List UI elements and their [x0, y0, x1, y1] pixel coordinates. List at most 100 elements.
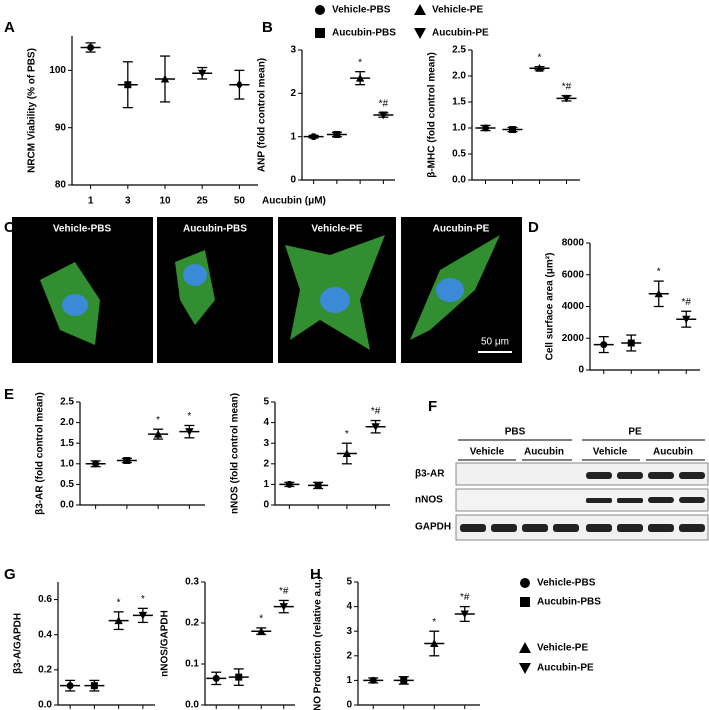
y-tick-label: 8000	[562, 238, 585, 249]
band	[679, 472, 705, 479]
annotation: *#	[682, 297, 692, 308]
panel-letter: H	[310, 566, 321, 583]
y-tick-label: 4	[346, 601, 352, 612]
marker	[90, 682, 98, 690]
y-axis-label: NRCM Viability (% of PBS)	[27, 48, 38, 173]
marker	[519, 663, 531, 674]
panel-letter: E	[4, 386, 14, 403]
y-tick-label: 0	[578, 365, 584, 376]
y-tick-label: 0.0	[185, 700, 199, 710]
band-label: nNOS	[415, 495, 443, 506]
y-tick-label: 1.5	[60, 438, 74, 449]
marker	[257, 627, 266, 635]
marker	[310, 133, 318, 141]
y-tick-label: 2	[346, 650, 352, 661]
blot-treatment: Aucubin	[524, 447, 564, 458]
y-tick-label: 90	[55, 122, 67, 133]
blot-group: PBS	[505, 427, 526, 438]
band	[586, 524, 612, 532]
band	[522, 524, 548, 532]
legend-label: Vehicle-PE	[537, 643, 588, 654]
y-tick-label: 2.0	[452, 71, 466, 82]
panel-letter: A	[4, 19, 15, 36]
marker	[682, 315, 691, 324]
panel-letter: B	[262, 19, 273, 36]
image-label: Vehicle-PBS	[53, 224, 112, 235]
nucleus	[183, 264, 207, 286]
x-tick-label: 25	[197, 196, 209, 207]
marker	[92, 460, 100, 468]
y-tick-label: 2.0	[60, 417, 74, 428]
legend-label: Vehicle-PE	[432, 5, 483, 16]
marker	[600, 341, 608, 349]
marker	[235, 673, 243, 681]
y-tick-label: 0	[263, 500, 269, 511]
blot-strip	[455, 488, 709, 512]
y-tick-label: 2	[263, 458, 269, 469]
micrographs: Vehicle-PBS Aucubin-PBS Vehicle-PE Aucub…	[12, 217, 522, 363]
band	[648, 497, 674, 503]
y-tick-label: 100	[49, 65, 66, 76]
annotation: *	[432, 617, 436, 628]
legend-label: Aucubin-PBS	[332, 28, 396, 39]
marker	[520, 578, 530, 588]
y-tick-label: 2.5	[452, 45, 466, 56]
marker	[285, 480, 293, 488]
marker	[160, 74, 170, 83]
nucleus	[320, 287, 350, 313]
marker	[355, 73, 365, 82]
y-tick-label: 2	[290, 88, 296, 99]
annotation: *	[187, 411, 191, 422]
y-tick-label: 1.0	[60, 458, 74, 469]
annotation: *#	[379, 98, 389, 109]
annotation: *#	[279, 586, 289, 597]
blot-strip	[455, 462, 709, 486]
y-tick-label: 0	[290, 175, 296, 186]
band	[491, 524, 517, 532]
panel-letter: D	[528, 219, 539, 236]
western-blot: PBS PE Vehicle Aucubin Vehicle Aucubin	[415, 427, 709, 541]
y-axis-label: β-MHC (fold control mean)	[427, 52, 438, 178]
panel-letter: C	[4, 219, 15, 236]
y-tick-label: 0.5	[452, 149, 466, 160]
legend-label: Vehicle-PBS	[332, 5, 391, 16]
y-axis-label: β3-A/GAPDH	[13, 613, 24, 674]
band-label: GAPDH	[415, 522, 451, 533]
y-tick-label: 1	[290, 131, 296, 142]
marker	[138, 611, 148, 620]
y-tick-label: 1	[263, 479, 269, 490]
image	[157, 217, 273, 363]
y-tick-label: 0	[346, 700, 352, 710]
marker	[198, 69, 207, 78]
cell	[175, 250, 215, 325]
y-tick-label: 5	[263, 397, 269, 408]
marker	[535, 64, 544, 72]
band	[648, 524, 674, 532]
y-tick-label: 3	[263, 438, 269, 449]
annotation: *#	[460, 592, 470, 603]
band	[460, 524, 486, 532]
y-tick-label: 3	[290, 45, 296, 56]
y-tick-label: 0.1	[185, 659, 199, 670]
y-tick-label: 0.0	[38, 700, 52, 710]
band	[586, 472, 612, 479]
marker	[315, 5, 325, 15]
panel-letter: G	[4, 566, 16, 583]
blot-treatment: Vehicle	[470, 447, 505, 458]
y-axis-label: β3-AR (fold control mean)	[35, 392, 46, 515]
annotation: *	[345, 429, 349, 440]
y-axis-label: nNOS/GAPDH	[160, 610, 171, 677]
annotation: *	[156, 415, 160, 426]
y-axis-label: nNOS (fold control mean)	[230, 393, 241, 514]
band-label: β3-AR	[415, 469, 445, 480]
y-tick-label: 6000	[562, 269, 585, 280]
blot-group: PE	[628, 427, 642, 438]
marker	[153, 429, 163, 438]
y-axis-label: NO Production (relative a.u.)	[313, 576, 324, 710]
legend-label: Aucubin-PBS	[537, 597, 601, 608]
blot-treatment: Vehicle	[593, 447, 628, 458]
marker	[369, 676, 377, 684]
x-tick-label: 1	[88, 196, 94, 207]
y-tick-label: 5	[346, 577, 352, 588]
